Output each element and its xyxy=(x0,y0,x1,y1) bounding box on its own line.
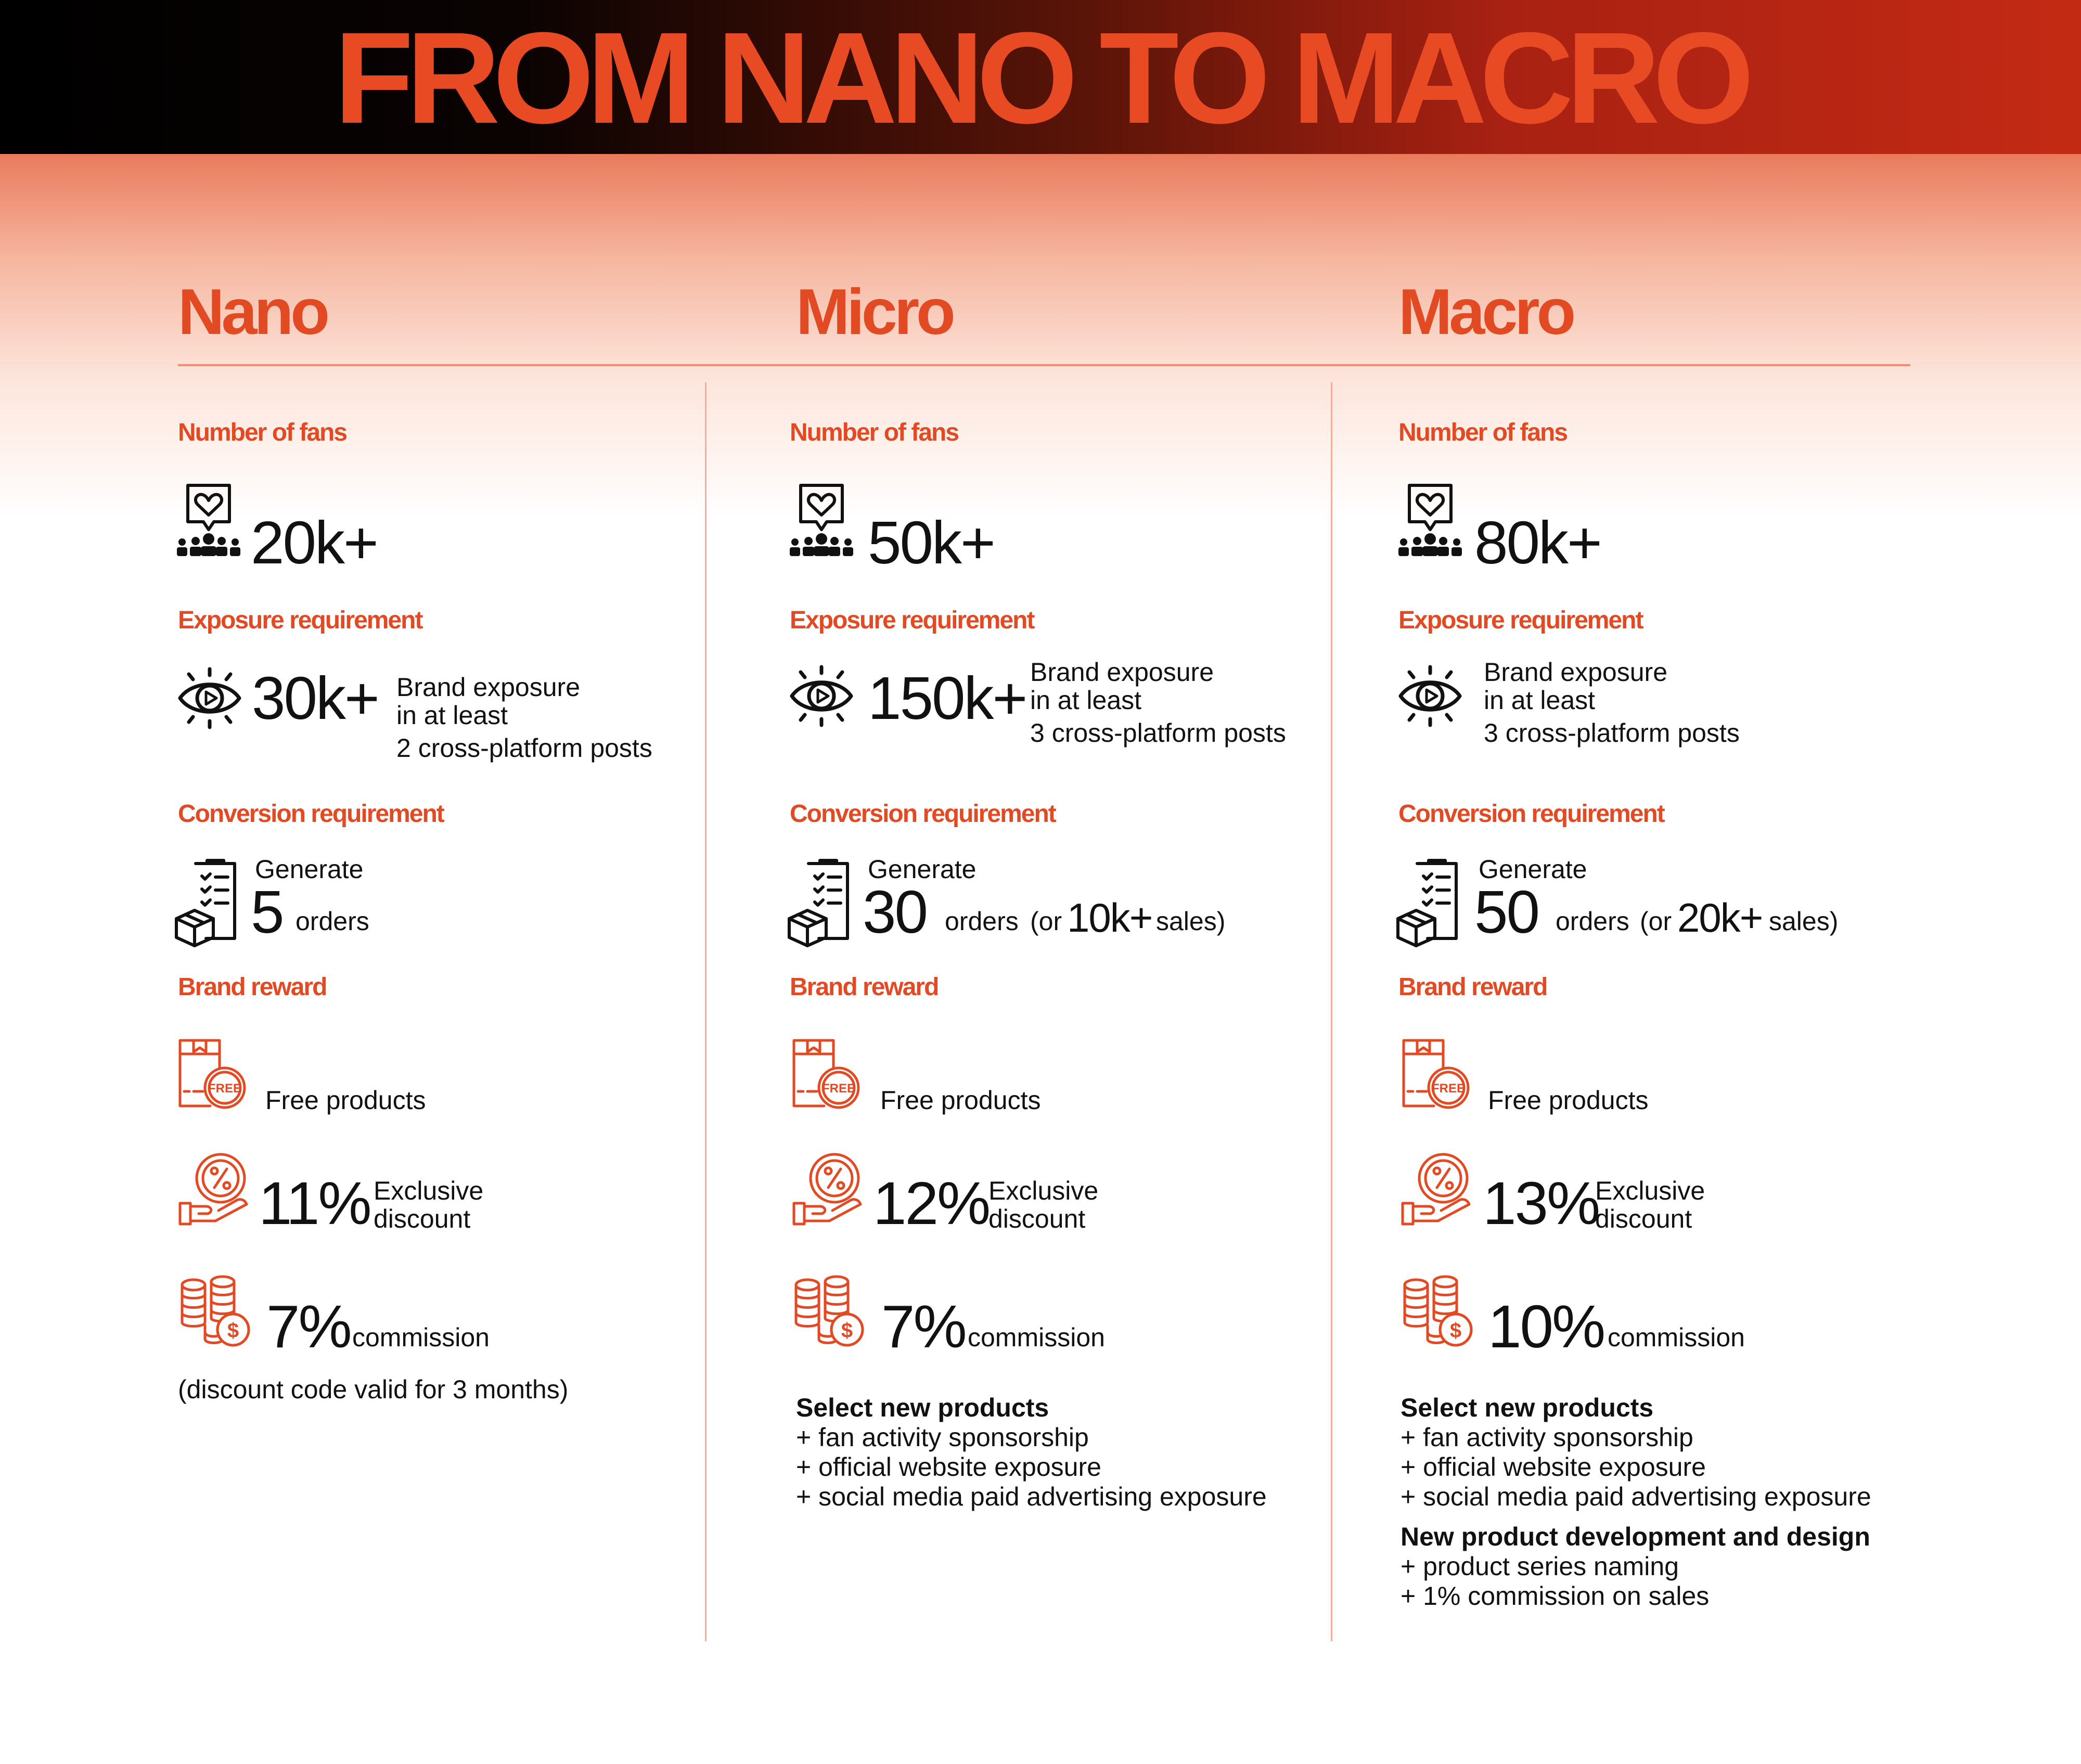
conversion-value: 50 xyxy=(1474,878,1540,946)
column-title: Macro xyxy=(1398,276,1576,348)
section-fans-label: Number of fans xyxy=(790,419,959,446)
extras-heading: New product development and design xyxy=(1401,1522,1870,1551)
conversion-orders: orders xyxy=(945,907,1019,936)
exposure-text-line1: Brand exposure xyxy=(1484,658,1668,687)
coins-dollar-icon xyxy=(1402,1274,1472,1347)
fans-heart-icon xyxy=(175,483,242,558)
commission-value: 7% xyxy=(266,1293,352,1360)
free-products-text: Free products xyxy=(1488,1086,1649,1115)
fans-value: 80k+ xyxy=(1474,509,1602,576)
title-banner xyxy=(0,0,2081,154)
section-exposure-label: Exposure requirement xyxy=(178,607,423,634)
order-package-icon xyxy=(1396,860,1459,949)
discount-text-line2: discount xyxy=(988,1204,1086,1233)
section-fans-label: Number of fans xyxy=(178,419,348,446)
discount-text-line1: Exclusive xyxy=(1595,1176,1705,1205)
conversion-orders: orders xyxy=(296,907,369,936)
section-reward-label: Brand reward xyxy=(1398,973,1548,1001)
coins-dollar-icon xyxy=(179,1274,250,1347)
exposure-text-line3: 3 cross-platform posts xyxy=(1030,718,1286,748)
extras-item: + fan activity sponsorship xyxy=(1401,1423,1693,1452)
discount-hand-icon xyxy=(178,1152,249,1225)
exposure-value: 150k+ xyxy=(868,664,1027,732)
exposure-text-line3: 3 cross-platform posts xyxy=(1484,718,1740,748)
eye-play-icon xyxy=(176,667,243,729)
column-divider-2 xyxy=(1331,382,1332,1641)
free-product-box-icon xyxy=(178,1038,246,1109)
gradient-background xyxy=(0,154,2081,518)
exposure-text-line2: in at least xyxy=(396,701,508,730)
fans-heart-icon xyxy=(1396,483,1464,558)
eye-play-icon xyxy=(788,665,855,727)
extras-item: + social media paid advertising exposure xyxy=(796,1482,1267,1511)
fans-value: 20k+ xyxy=(251,509,379,576)
discount-hand-icon xyxy=(1401,1152,1471,1225)
free-product-box-icon xyxy=(792,1038,859,1109)
column-title: Micro xyxy=(796,276,956,348)
free-products-text: Free products xyxy=(880,1086,1041,1115)
exposure-text-line2: in at least xyxy=(1030,686,1142,715)
commission-text: commission xyxy=(968,1323,1105,1352)
discount-text-line1: Exclusive xyxy=(988,1176,1099,1205)
conversion-generate: Generate xyxy=(255,855,364,884)
section-reward-label: Brand reward xyxy=(790,973,939,1001)
header-divider xyxy=(178,364,1910,366)
discount-text-line1: Exclusive xyxy=(374,1176,484,1205)
column-title: Nano xyxy=(178,276,330,348)
discount-value: 12% xyxy=(873,1169,991,1237)
discount-value: 11% xyxy=(259,1169,372,1237)
commission-value: 7% xyxy=(881,1293,967,1360)
conversion-generate: Generate xyxy=(1479,855,1587,884)
section-reward-label: Brand reward xyxy=(178,973,327,1001)
exposure-text-line3: 2 cross-platform posts xyxy=(396,733,652,763)
exposure-text-line2: in at least xyxy=(1484,686,1596,715)
conversion-generate: Generate xyxy=(868,855,977,884)
discount-text-line2: discount xyxy=(374,1204,471,1233)
conversion-value: 5 xyxy=(251,878,284,946)
extras-item: + official website exposure xyxy=(796,1452,1101,1482)
extras-heading: Select new products xyxy=(796,1393,1049,1422)
section-conversion-label: Conversion requirement xyxy=(790,800,1057,828)
section-exposure-label: Exposure requirement xyxy=(1398,607,1643,634)
extras-item: + social media paid advertising exposure xyxy=(1401,1482,1871,1511)
conversion-sales-value: 20k+ xyxy=(1677,895,1763,941)
section-exposure-label: Exposure requirement xyxy=(790,607,1035,634)
commission-value: 10% xyxy=(1488,1293,1605,1360)
exposure-text-line1: Brand exposure xyxy=(1030,658,1214,687)
discount-value: 13% xyxy=(1483,1169,1600,1237)
extras-item: + 1% commission on sales xyxy=(1401,1581,1710,1611)
conversion-or: (or xyxy=(1030,907,1062,936)
eye-play-icon xyxy=(1396,665,1464,727)
conversion-orders: orders xyxy=(1556,907,1629,936)
column-divider-1 xyxy=(705,382,706,1641)
order-package-icon xyxy=(788,860,850,949)
extras-item: + official website exposure xyxy=(1401,1452,1706,1482)
exposure-text-line1: Brand exposure xyxy=(396,673,581,702)
section-fans-label: Number of fans xyxy=(1398,419,1568,446)
free-products-text: Free products xyxy=(265,1086,426,1115)
conversion-value: 30 xyxy=(863,878,928,946)
order-package-icon xyxy=(175,860,237,949)
conversion-sales-value: 10k+ xyxy=(1067,895,1153,941)
commission-text: commission xyxy=(1608,1323,1745,1352)
extras-item: + fan activity sponsorship xyxy=(796,1423,1089,1452)
section-conversion-label: Conversion requirement xyxy=(1398,800,1665,828)
conversion-or: (or xyxy=(1640,907,1672,936)
discount-hand-icon xyxy=(792,1152,863,1225)
section-conversion-label: Conversion requirement xyxy=(178,800,445,828)
discount-note: (discount code valid for 3 months) xyxy=(178,1375,569,1404)
conversion-sales: sales) xyxy=(1769,907,1839,936)
extras-heading: Select new products xyxy=(1401,1393,1654,1422)
commission-text: commission xyxy=(352,1323,490,1352)
discount-text-line2: discount xyxy=(1595,1204,1692,1233)
free-product-box-icon xyxy=(1402,1038,1469,1109)
page-title: FROM NANO TO MACRO xyxy=(334,5,1754,150)
extras-item: + product series naming xyxy=(1401,1552,1679,1581)
coins-dollar-icon xyxy=(793,1274,864,1347)
conversion-sales: sales) xyxy=(1156,907,1226,936)
fans-heart-icon xyxy=(788,483,855,558)
exposure-value: 30k+ xyxy=(252,664,380,732)
fans-value: 50k+ xyxy=(868,509,996,576)
